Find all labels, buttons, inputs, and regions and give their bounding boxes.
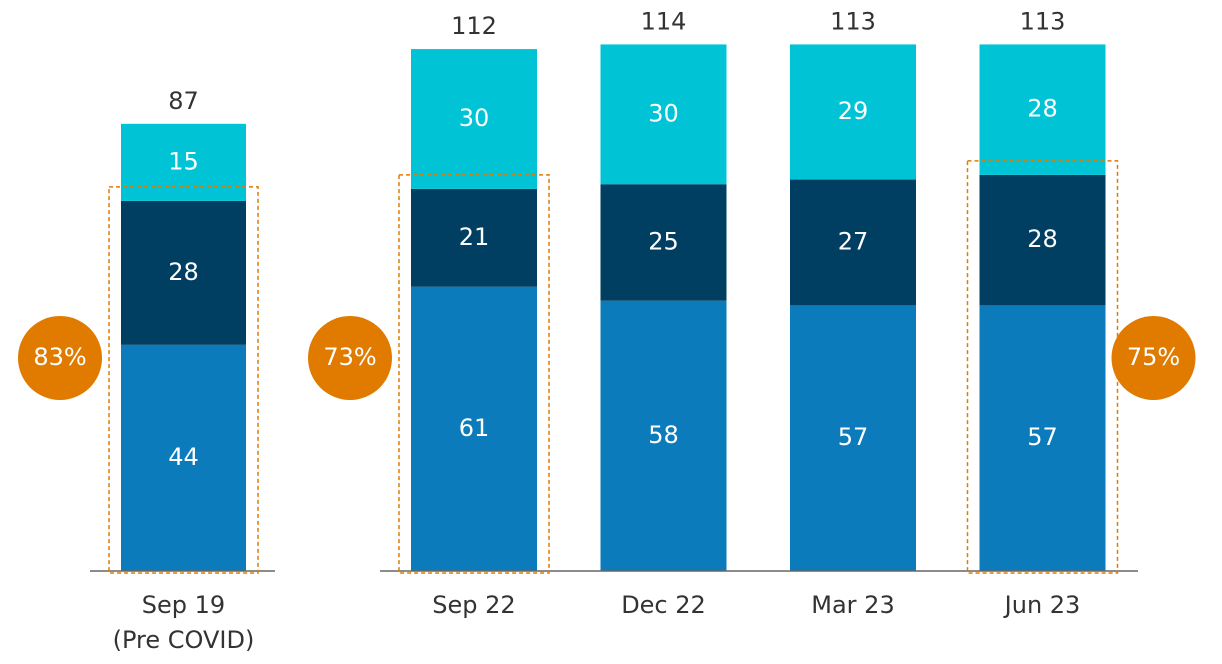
segment-label: 15 (168, 147, 199, 175)
x-tick-label: Dec 22 (621, 591, 706, 619)
segment-label: 25 (648, 227, 679, 255)
segment-label: 28 (1027, 225, 1058, 253)
bar-segment (600, 44, 727, 185)
bar-segment (979, 44, 1106, 175)
x-tick-label: (Pre COVID) (113, 626, 255, 654)
highlight-box (966, 160, 1119, 574)
bar-segment (121, 200, 246, 345)
x-tick-label: Jun 23 (1003, 591, 1081, 619)
x-tick-label: Sep 19 (142, 591, 225, 619)
total-label: 112 (451, 12, 497, 40)
bar-segment (790, 179, 916, 306)
x-tick-label: Sep 22 (432, 591, 515, 619)
bar-segment (979, 174, 1106, 306)
segment-label: 61 (459, 414, 490, 442)
segment-label: 21 (459, 223, 490, 251)
bar-segment (979, 305, 1106, 571)
highlight-label: 73% (323, 343, 376, 371)
highlight-label: 83% (33, 343, 86, 371)
highlight-badge (18, 316, 102, 400)
total-label: 113 (1020, 7, 1066, 35)
segment-label: 28 (168, 258, 199, 286)
segment-label: 30 (459, 104, 490, 132)
total-label: 114 (641, 7, 687, 35)
total-label: 113 (830, 7, 876, 35)
segment-label: 27 (838, 227, 869, 255)
bar-segment (121, 344, 246, 571)
highlight-box (398, 174, 550, 574)
bar-segment (411, 188, 537, 287)
bar-segment (790, 305, 916, 571)
bar-segment (600, 300, 727, 571)
segment-label: 58 (648, 421, 679, 449)
segment-label: 57 (1027, 423, 1058, 451)
highlight-box (108, 186, 259, 574)
segment-label: 44 (168, 443, 199, 471)
bar-segment (600, 184, 727, 301)
total-label: 87 (168, 87, 199, 115)
highlight-label: 75% (1127, 343, 1180, 371)
segment-label: 28 (1027, 95, 1058, 123)
segment-label: 29 (838, 97, 869, 125)
bar-segment (411, 49, 537, 189)
bar-segment (121, 123, 246, 201)
highlight-badge (308, 316, 392, 400)
bar-segment (790, 44, 916, 180)
segment-label: 57 (838, 423, 869, 451)
bar-segment (411, 286, 537, 571)
highlight-badge (1111, 316, 1196, 400)
segment-label: 30 (648, 99, 679, 127)
x-tick-label: Mar 23 (811, 591, 894, 619)
